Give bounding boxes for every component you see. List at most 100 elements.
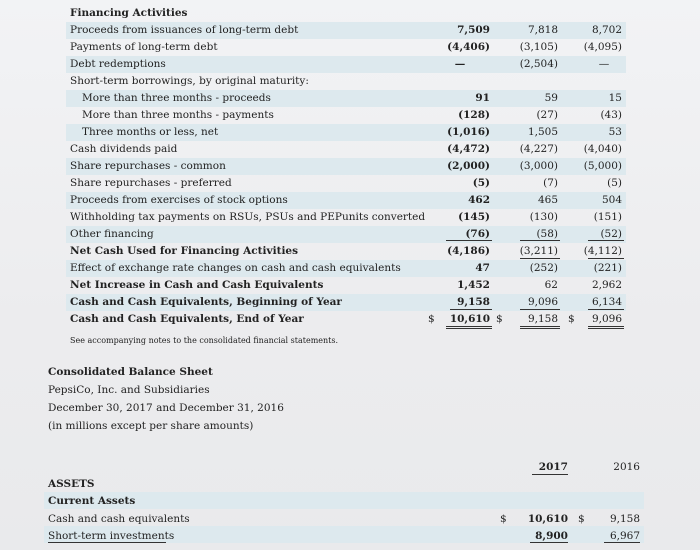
row-underline [48, 542, 166, 543]
value-2015: (4,040) [583, 143, 622, 155]
section-title: Financing Activities [70, 7, 188, 19]
row-label: Short-term investments [48, 530, 175, 542]
row-label: Net Cash Used for Financing Activities [70, 245, 299, 257]
value-2016: (3,105) [519, 41, 558, 53]
value-2016: (4,227) [519, 143, 558, 155]
value-2016: 59 [544, 92, 558, 104]
subtotal-rule [450, 309, 492, 310]
table-row: Share repurchases - common (2,000) (3,00… [0, 158, 700, 175]
table-row: Cash and Cash Equivalents, End of Year $… [0, 311, 700, 328]
subtotal-rule [520, 309, 560, 310]
year-prior: 2016 [613, 461, 640, 473]
row-shade [44, 526, 644, 543]
value-2016: (27) [536, 109, 558, 121]
table-row: Short-term investments 8,900 6,967 [0, 528, 700, 545]
total-double-rule [446, 326, 492, 329]
currency-symbol: $ [568, 313, 575, 325]
value-2017: 91 [475, 92, 490, 104]
value-2015: 8,702 [591, 24, 622, 36]
currency-symbol: $ [578, 513, 585, 525]
value-2016: (2,504) [519, 58, 558, 70]
row-label: Three months or less, net [82, 126, 219, 138]
row-label: Cash and cash equivalents [48, 513, 190, 525]
total-double-rule [588, 326, 624, 329]
table-row: More than three months - payments (128) … [0, 107, 700, 124]
row-label: Proceeds from issuances of long-term deb… [70, 24, 299, 36]
table-row: Withholding tax payments on RSUs, PSUs a… [0, 209, 700, 226]
subtotal-rule [588, 258, 624, 259]
value-2016: (3,000) [519, 160, 558, 172]
row-label: Debt redemptions [70, 58, 166, 70]
value-2017: 7,509 [457, 24, 490, 36]
value-2016: 9,158 [527, 313, 558, 325]
value-2017: 10,610 [527, 513, 568, 525]
value-2015: 9,096 [591, 313, 622, 325]
value-2017: 1,452 [457, 279, 490, 291]
row-label: Cash and Cash Equivalents, End of Year [70, 313, 304, 325]
row-shade [66, 192, 626, 209]
row-label: Effect of exchange rate changes on cash … [70, 262, 401, 274]
table-row: Three months or less, net (1,016) 1,505 … [0, 124, 700, 141]
subtotal-rule [520, 240, 560, 241]
value-2017: (128) [458, 109, 490, 121]
total-double-rule [520, 326, 560, 329]
value-2016: (7) [543, 177, 558, 189]
value-2016: 62 [544, 279, 558, 291]
row-shade [66, 226, 626, 243]
assets-heading: ASSETS [48, 478, 95, 490]
table-row: Debt redemptions — (2,504) — [0, 56, 700, 73]
row-label: Share repurchases - preferred [70, 177, 232, 189]
currency-symbol: $ [428, 313, 435, 325]
value-2016: 1,505 [527, 126, 558, 138]
row-shade [66, 124, 626, 141]
value-2015: (5,000) [583, 160, 622, 172]
subtotal-rule [588, 309, 624, 310]
value-2017: (76) [465, 228, 490, 240]
value-2015: (151) [593, 211, 622, 223]
balance-sheet-title: Consolidated Balance Sheet [48, 366, 213, 378]
subtotal-rule [446, 240, 492, 241]
value-2017: 8,900 [535, 530, 568, 542]
value-2015: 15 [608, 92, 622, 104]
value-2017: (4,472) [447, 143, 490, 155]
table-row: Proceeds from exercises of stock options… [0, 192, 700, 209]
financing-header-row: Financing Activities [0, 5, 700, 22]
row-label: Share repurchases - common [70, 160, 226, 172]
table-row: Share repurchases - preferred (5) (7) (5… [0, 175, 700, 192]
value-2017: (1,016) [447, 126, 490, 138]
row-shade [66, 260, 626, 277]
value-2015: — [598, 58, 610, 70]
value-2015: (43) [600, 109, 622, 121]
year-current: 2017 [532, 460, 568, 475]
value-2016: (252) [529, 262, 558, 274]
value-2017: (4,406) [447, 41, 490, 53]
value-2015: 6,134 [591, 296, 622, 308]
value-2017: (145) [458, 211, 490, 223]
row-label: Cash and Cash Equivalents, Beginning of … [70, 296, 342, 308]
value-2017: 9,158 [457, 296, 490, 308]
value-2017: 462 [468, 194, 490, 206]
row-label: Net Increase in Cash and Cash Equivalent… [70, 279, 324, 291]
value-2015: (5) [607, 177, 622, 189]
company-name: PepsiCo, Inc. and Subsidiaries [48, 384, 210, 396]
value-2016: 9,158 [609, 513, 640, 525]
row-shade [66, 56, 626, 73]
value-2015: (221) [593, 262, 622, 274]
currency-symbol: $ [496, 313, 503, 325]
value-2017: 47 [475, 262, 490, 274]
value-2015: 504 [601, 194, 622, 206]
value-2016: 7,818 [527, 24, 558, 36]
row-shade [66, 158, 626, 175]
row-shade [66, 294, 626, 311]
subtotal-rule [520, 258, 560, 259]
row-underline [604, 542, 640, 543]
table-row: Proceeds from issuances of long-term deb… [0, 22, 700, 39]
value-2015: 2,962 [591, 279, 622, 291]
value-2016: (3,211) [519, 245, 558, 257]
table-row: Other financing (76) (58) (52) [0, 226, 700, 243]
row-label: Other financing [70, 228, 154, 240]
statement-units: (in millions except per share amounts) [48, 420, 254, 432]
currency-symbol: $ [500, 513, 507, 525]
table-row: More than three months - proceeds 91 59 … [0, 90, 700, 107]
